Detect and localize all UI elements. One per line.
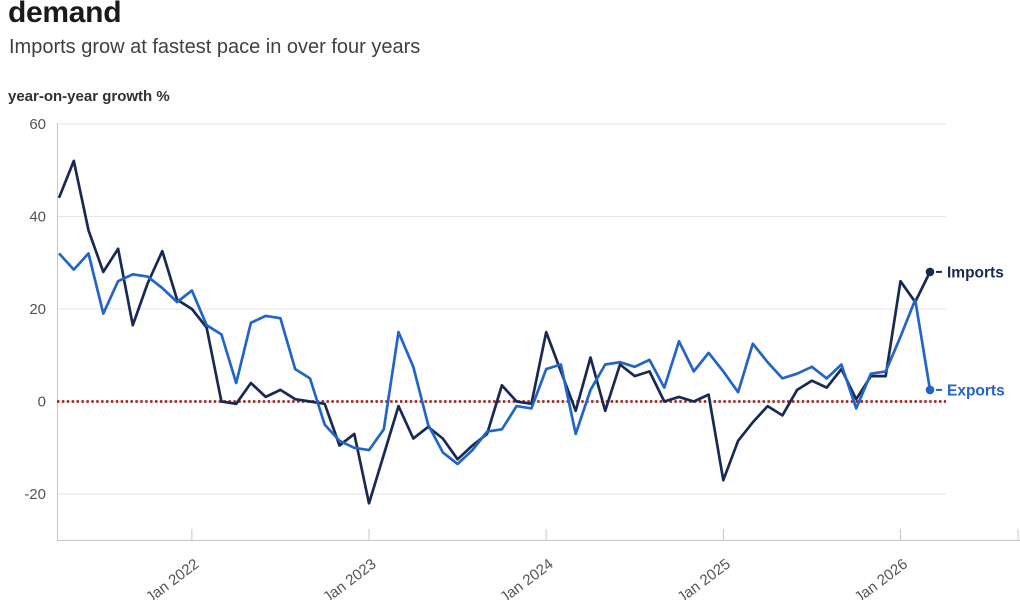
- exports-end-dot: [925, 385, 935, 395]
- x-tick-label: Jan 2024: [497, 556, 557, 600]
- x-tick-label: Jan 2023: [320, 556, 380, 600]
- x-tick-label: Jan 2026: [851, 556, 911, 600]
- y-tick-label: 60: [29, 116, 46, 133]
- y-tick-label: -20: [24, 486, 46, 503]
- exports-end-label: Exports: [947, 382, 1005, 399]
- imports-end-label: Imports: [947, 264, 1004, 281]
- y-tick-label: 0: [38, 394, 46, 411]
- x-tick-label: Jan 2022: [143, 556, 203, 600]
- y-tick-label: 20: [29, 301, 46, 318]
- chart-headline: demand: [8, 0, 122, 29]
- chart-subtitle: Imports grow at fastest pace in over fou…: [9, 36, 421, 58]
- exports-line: [58, 252, 932, 466]
- y-tick-label: 40: [29, 208, 46, 225]
- x-tick-label: Jan 2025: [674, 556, 734, 600]
- imports-line: [57, 159, 932, 505]
- y-axis-unit-label: year-on-year growth %: [8, 88, 170, 105]
- imports-end-dot: [925, 267, 935, 277]
